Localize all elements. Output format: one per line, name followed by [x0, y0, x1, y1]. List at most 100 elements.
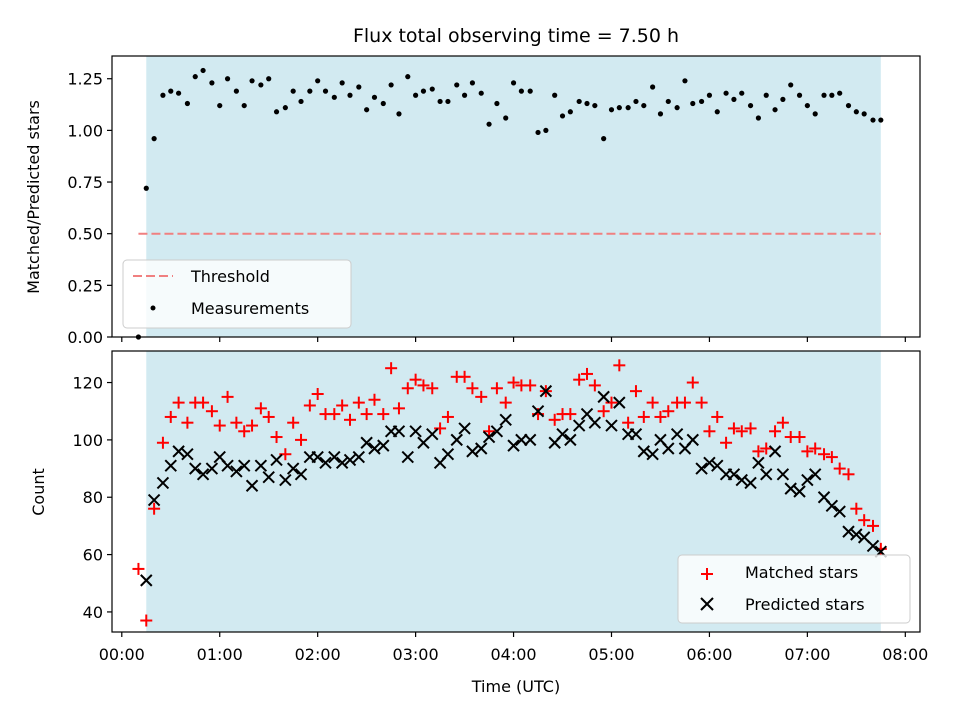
- matched-star-point: [205, 405, 218, 418]
- measurement-point: [804, 102, 810, 109]
- top-y-tick-label: 0.75: [67, 173, 103, 192]
- matched-star-point: [695, 396, 708, 409]
- matched-star-point: [401, 382, 414, 395]
- matched-star-point: [483, 425, 496, 438]
- measurement-point: [853, 109, 859, 115]
- measurement-point: [592, 102, 598, 109]
- matched-star-point: [581, 367, 594, 380]
- predicted-star-point: [605, 419, 618, 432]
- top-measurement-points: [135, 67, 884, 340]
- x-tick-label: 00:00: [99, 645, 145, 664]
- predicted-star-point: [825, 499, 839, 513]
- measurement-point: [796, 92, 803, 98]
- bottom-y-tick-label: 100: [72, 431, 103, 450]
- predicted-star-point: [482, 430, 496, 444]
- measurement-point: [535, 129, 541, 136]
- measurement-point: [290, 88, 296, 94]
- measurement-point: [567, 109, 573, 115]
- top-y-tick-label: 0.00: [67, 328, 103, 347]
- measurement-point: [788, 82, 794, 88]
- measurement-point: [650, 84, 656, 90]
- legend-measurements-label: Measurements: [191, 299, 309, 318]
- matched-star-point: [238, 425, 251, 438]
- top-y-tick-label: 1.25: [67, 70, 103, 89]
- matched-star-point: [164, 410, 177, 423]
- measurement-point: [143, 185, 149, 191]
- measurement-point: [812, 111, 818, 117]
- matched-star-point: [842, 468, 855, 481]
- measurement-point: [518, 88, 524, 94]
- matched-star-point: [801, 445, 814, 458]
- measurement-point: [184, 100, 191, 107]
- predicted-star-point: [254, 459, 268, 472]
- measurement-point: [273, 109, 280, 115]
- measurement-point: [527, 88, 533, 94]
- predicted-star-point: [793, 485, 806, 498]
- predicted-star-point: [156, 476, 170, 490]
- matched-star-point: [230, 416, 243, 429]
- predicted-star-point: [426, 427, 439, 441]
- predicted-star-point: [401, 450, 414, 464]
- top-y-axis-label: Matched/Predicted stars: [24, 100, 43, 294]
- measurement-point: [657, 111, 664, 117]
- matched-star-point: [744, 422, 757, 435]
- measurement-point: [160, 92, 166, 98]
- top-legend: Threshold Measurements: [122, 259, 352, 329]
- predicted-star-point: [140, 574, 153, 587]
- predicted-star-point: [294, 468, 308, 481]
- measurement-point: [494, 100, 500, 107]
- measurement-point: [633, 98, 639, 105]
- predicted-star-point: [556, 427, 569, 441]
- bottom-chart: 40 60 80 100 120 00:00 01:00 02:00 03:00 04:00 05:…: [29, 350, 928, 696]
- matched-star-point: [646, 396, 659, 409]
- predicted-star-point: [409, 425, 422, 438]
- matched-star-point: [507, 376, 520, 389]
- measurement-point: [576, 98, 582, 105]
- predicted-star-point: [833, 505, 846, 518]
- measurement-point: [396, 111, 402, 117]
- measurement-point: [151, 136, 157, 142]
- measurement-point: [266, 76, 272, 82]
- matched-star-point: [434, 422, 447, 435]
- top-axes-frame: [111, 55, 921, 338]
- predicted-star-point: [343, 453, 357, 467]
- matched-star-point: [629, 385, 642, 398]
- predicted-star-point: [866, 539, 880, 553]
- measurement-point: [249, 78, 255, 84]
- matched-star-point: [573, 373, 586, 386]
- matched-star-point: [760, 442, 773, 455]
- matched-star-point: [368, 393, 381, 406]
- predicted-star-point: [377, 439, 390, 452]
- matched-star-point: [654, 410, 667, 423]
- predicted-star-point: [286, 462, 300, 475]
- matched-star-point: [311, 388, 324, 401]
- predicted-star-point: [703, 456, 716, 470]
- measurement-point: [552, 92, 558, 98]
- matched-star-point: [858, 514, 871, 527]
- matched-star-point: [793, 431, 806, 444]
- measurement-point: [217, 102, 223, 109]
- measurement-point: [347, 92, 353, 98]
- measurement-point: [690, 100, 696, 107]
- measurement-point: [641, 102, 647, 109]
- measurement-point: [437, 98, 443, 105]
- predicted-star-point: [662, 442, 675, 455]
- predicted-star-point: [262, 470, 275, 484]
- predicted-star-point: [475, 442, 488, 455]
- x-tick-label: 08:00: [882, 645, 928, 664]
- measurement-point: [364, 107, 370, 113]
- measurement-point: [625, 105, 631, 111]
- top-y-tick-label: 1.00: [67, 121, 103, 140]
- measurement-point: [723, 90, 729, 96]
- measurement-point: [559, 113, 566, 119]
- predicted-star-point: [531, 405, 545, 418]
- predicted-stars-points: [140, 384, 888, 587]
- predicted-star-point: [238, 459, 251, 472]
- matched-star-point: [622, 416, 635, 429]
- matched-star-point: [343, 413, 356, 426]
- matched-star-point: [156, 436, 169, 449]
- matched-star-point: [637, 410, 650, 423]
- measurement-point: [356, 84, 362, 90]
- matched-star-point: [564, 408, 577, 421]
- matched-star-point: [613, 359, 626, 372]
